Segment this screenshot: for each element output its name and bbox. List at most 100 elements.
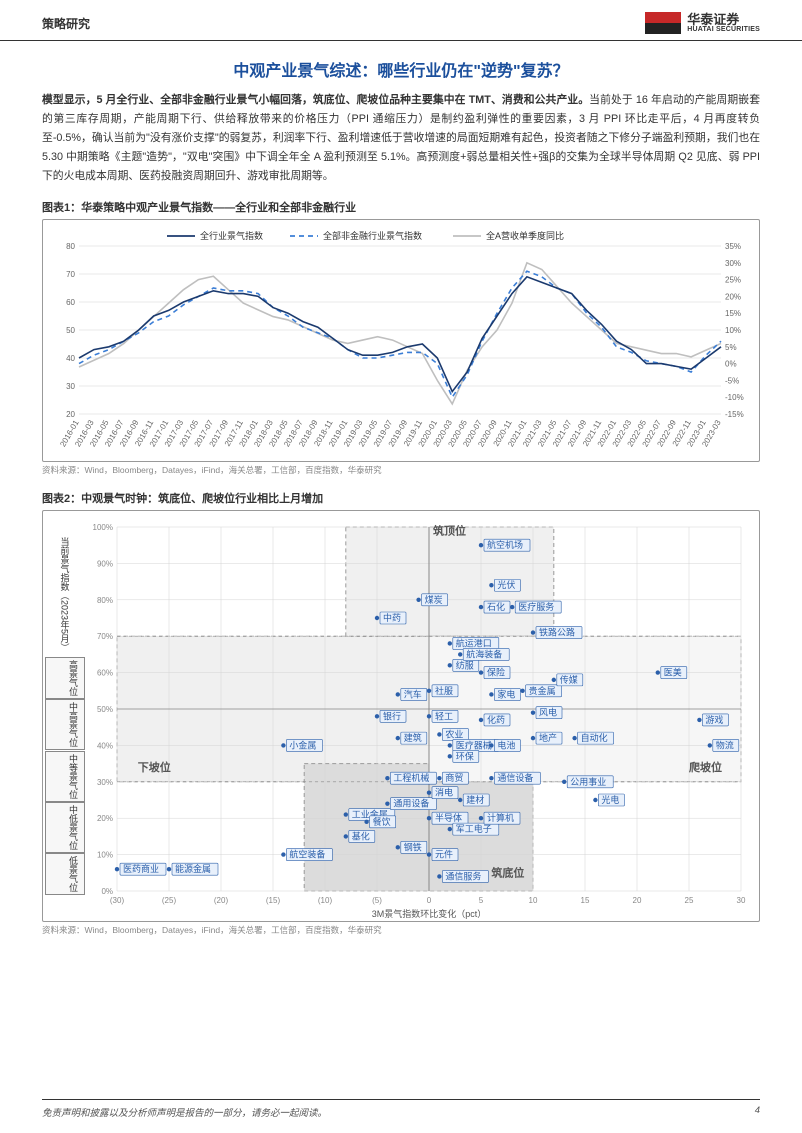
- svg-text:能源金属: 能源金属: [175, 864, 211, 875]
- svg-text:20%: 20%: [725, 293, 741, 302]
- svg-text:风电: 风电: [539, 707, 557, 718]
- svg-text:40%: 40%: [97, 742, 113, 751]
- svg-text:20: 20: [633, 896, 642, 905]
- svg-text:医美: 医美: [664, 667, 682, 678]
- svg-text:70: 70: [66, 270, 75, 279]
- svg-text:光电: 光电: [601, 794, 619, 805]
- svg-text:自动化: 自动化: [581, 733, 608, 744]
- disclaimer: 免责声明和披露以及分析师声明是报告的一部分，请务必一起阅读。: [42, 1105, 327, 1119]
- content: 中观产业景气综述：哪些行业仍在"逆势"复苏？ 模型显示，5 月全行业、全部非金融…: [0, 41, 802, 936]
- svg-text:农业: 农业: [445, 729, 463, 740]
- y-axis-label: 当前景气指数（2023年5月）: [59, 537, 72, 652]
- fig2-y-categories: 当前景气指数（2023年5月） 高景气位 中高景气位 中等景气位 中低景气位 低…: [45, 519, 85, 919]
- svg-text:医药商业: 医药商业: [123, 864, 159, 875]
- svg-text:基化: 基化: [352, 831, 370, 842]
- fig1-svg: 20304050607080-15%-10%-5%0%5%10%15%20%25…: [47, 224, 755, 454]
- svg-text:消电: 消电: [435, 787, 453, 798]
- svg-text:环保: 环保: [456, 751, 474, 762]
- svg-text:爬坡位: 爬坡位: [689, 760, 722, 774]
- svg-text:家电: 家电: [497, 689, 515, 700]
- svg-text:100%: 100%: [93, 523, 113, 532]
- svg-text:医疗器械: 医疗器械: [456, 740, 492, 751]
- svg-text:50: 50: [66, 326, 75, 335]
- svg-text:40: 40: [66, 354, 75, 363]
- y-cat-4: 低景气位: [45, 853, 85, 895]
- svg-text:10%: 10%: [725, 326, 741, 335]
- svg-text:餐饮: 餐饮: [373, 816, 391, 827]
- svg-text:30: 30: [66, 382, 75, 391]
- svg-text:10: 10: [529, 896, 538, 905]
- svg-text:通用设备: 通用设备: [393, 798, 429, 809]
- svg-text:35%: 35%: [725, 242, 741, 251]
- svg-text:军工电子: 军工电子: [456, 824, 492, 835]
- logo-icon: [645, 12, 681, 34]
- svg-text:(20): (20): [214, 896, 229, 905]
- fig1-title: 图表1：华泰策略中观产业景气指数——全行业和全部非金融行业: [42, 199, 760, 215]
- fig1-source: 资料来源：Wind，Bloomberg，Datayes，iFind，海关总署，工…: [42, 464, 760, 476]
- svg-text:航海装备: 航海装备: [466, 649, 502, 660]
- y-cat-1: 中高景气位: [45, 699, 85, 750]
- svg-text:20: 20: [66, 410, 75, 419]
- svg-text:通信服务: 通信服务: [445, 871, 481, 882]
- svg-text:轻工: 轻工: [435, 711, 453, 722]
- svg-text:80: 80: [66, 242, 75, 251]
- svg-text:-5%: -5%: [725, 377, 739, 386]
- svg-text:筑底位: 筑底位: [491, 866, 524, 880]
- svg-text:航运港口: 航运港口: [456, 638, 492, 649]
- body-rest: 当前处于 16 年启动的产能周期嵌套的第三库存周期，产能周期下行、供给释放带来的…: [42, 94, 760, 182]
- svg-text:30%: 30%: [97, 778, 113, 787]
- brand-logo: 华泰证券 HUATAI SECURITIES: [645, 12, 760, 34]
- svg-text:光伏: 光伏: [497, 580, 515, 591]
- svg-text:半导体: 半导体: [435, 813, 462, 824]
- fig1-chart: 20304050607080-15%-10%-5%0%5%10%15%20%25…: [42, 219, 760, 462]
- svg-text:游戏: 游戏: [705, 714, 723, 725]
- svg-text:电池: 电池: [497, 740, 515, 751]
- svg-text:30: 30: [737, 896, 746, 905]
- svg-text:25%: 25%: [725, 276, 741, 285]
- fig2-title: 图表2：中观景气时钟：筑底位、爬坡位行业相比上月增加: [42, 490, 760, 506]
- bold-lead: 模型显示，5 月全行业、全部非金融行业景气小幅回落，筑底位、爬坡位品种主要集中在…: [42, 94, 589, 106]
- svg-text:公用事业: 公用事业: [570, 776, 606, 787]
- svg-text:传媒: 传媒: [560, 674, 578, 685]
- body-paragraph: 模型显示，5 月全行业、全部非金融行业景气小幅回落，筑底位、爬坡位品种主要集中在…: [42, 91, 760, 185]
- svg-text:航空装备: 航空装备: [289, 849, 325, 860]
- svg-text:3M景气指数环比变化（pct）: 3M景气指数环比变化（pct）: [372, 908, 487, 919]
- page-number: 4: [755, 1105, 760, 1119]
- svg-text:-15%: -15%: [725, 410, 744, 419]
- svg-text:(5): (5): [372, 896, 382, 905]
- svg-text:全行业景气指数: 全行业景气指数: [200, 230, 263, 241]
- svg-text:(30): (30): [110, 896, 125, 905]
- svg-text:30%: 30%: [725, 259, 741, 268]
- svg-text:80%: 80%: [97, 596, 113, 605]
- svg-text:5: 5: [479, 896, 484, 905]
- logo-text: 华泰证券 HUATAI SECURITIES: [687, 13, 760, 34]
- svg-text:全A营收单季度同比: 全A营收单季度同比: [486, 230, 564, 241]
- svg-text:0%: 0%: [101, 887, 113, 896]
- svg-text:工程机械: 工程机械: [393, 773, 429, 784]
- brand-en: HUATAI SECURITIES: [687, 26, 760, 33]
- svg-text:化药: 化药: [487, 714, 505, 725]
- svg-text:15%: 15%: [725, 310, 741, 319]
- svg-text:物流: 物流: [716, 740, 734, 751]
- svg-text:地产: 地产: [539, 733, 557, 744]
- svg-text:小金属: 小金属: [289, 740, 316, 751]
- svg-text:-10%: -10%: [725, 394, 744, 403]
- y-cat-3: 中低景气位: [45, 802, 85, 853]
- svg-text:15: 15: [581, 896, 590, 905]
- svg-text:计算机: 计算机: [487, 813, 514, 824]
- svg-text:钢铁: 钢铁: [404, 842, 422, 853]
- svg-text:保险: 保险: [487, 667, 505, 678]
- svg-text:0%: 0%: [725, 360, 737, 369]
- svg-text:10%: 10%: [97, 851, 113, 860]
- svg-text:元件: 元件: [435, 849, 453, 860]
- svg-text:通信设备: 通信设备: [497, 773, 533, 784]
- svg-text:石化: 石化: [487, 602, 505, 613]
- svg-text:建材: 建材: [466, 794, 484, 805]
- svg-text:中药: 中药: [383, 612, 401, 623]
- category-label: 策略研究: [42, 15, 90, 32]
- svg-text:建筑: 建筑: [404, 733, 422, 744]
- svg-text:5%: 5%: [725, 343, 737, 352]
- svg-text:全部非金融行业景气指数: 全部非金融行业景气指数: [323, 230, 422, 241]
- brand-cn: 华泰证券: [687, 13, 760, 27]
- page-footer: 免责声明和披露以及分析师声明是报告的一部分，请务必一起阅读。 4: [42, 1099, 760, 1119]
